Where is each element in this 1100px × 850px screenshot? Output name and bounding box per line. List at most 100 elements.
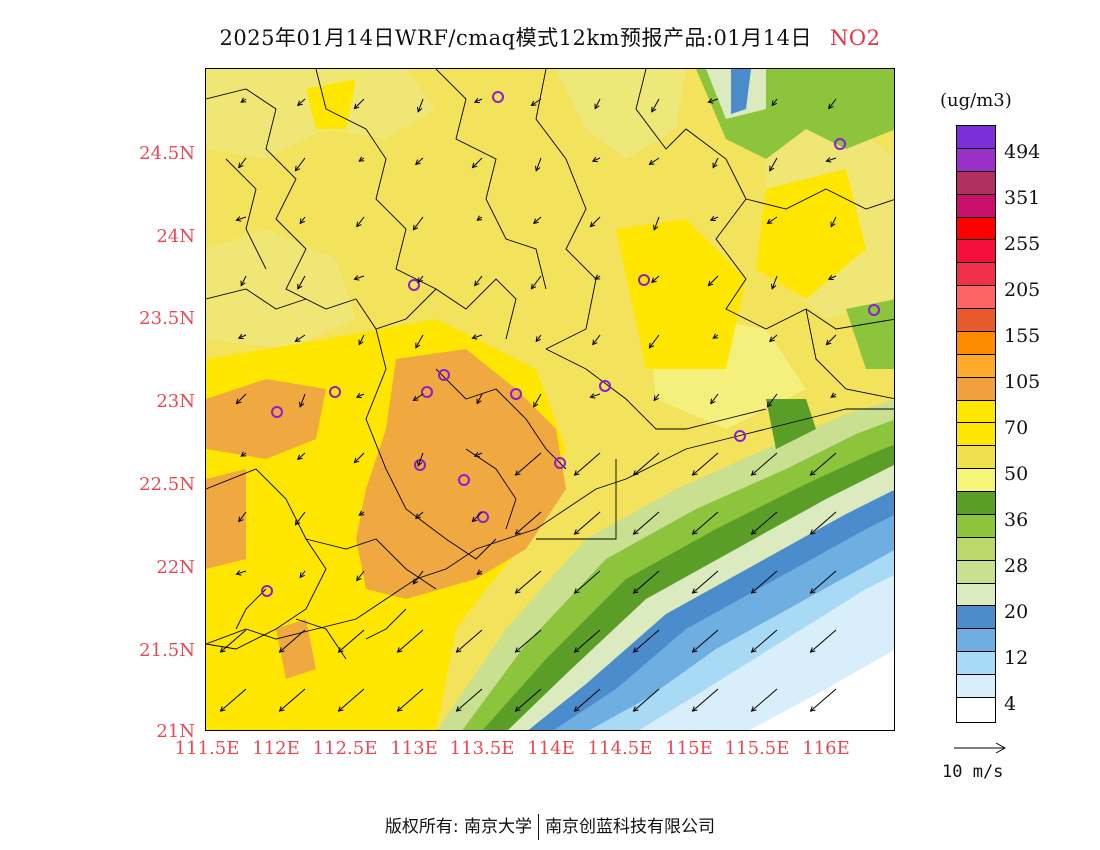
field-105-155 — [276, 619, 316, 679]
legend-label: 205 — [1004, 279, 1041, 301]
legend-label: 105 — [1004, 371, 1041, 393]
station-marker — [261, 585, 273, 597]
wind-vector-head — [240, 97, 247, 103]
wind-vector-head — [825, 157, 832, 163]
wind-vector-head — [415, 159, 421, 166]
wind-vector — [417, 452, 424, 466]
wind-vector-head — [691, 706, 698, 712]
legend-swatch — [957, 309, 995, 332]
lat-tick-label: 23.5N — [139, 308, 195, 329]
station-marker — [510, 388, 522, 400]
map-panel — [205, 68, 895, 731]
wind-vector-head — [710, 398, 716, 405]
wind-vector-head — [594, 274, 601, 280]
wind-vector — [397, 629, 424, 653]
wind-vector — [574, 629, 601, 653]
wind-vector-head — [691, 470, 698, 476]
wind-vector-head — [471, 334, 478, 340]
legend-swatch — [957, 126, 995, 149]
wind-vector-head — [278, 706, 285, 712]
wind-vector-head — [573, 588, 580, 594]
wind-vector-head — [809, 647, 816, 653]
wind-vector — [338, 688, 365, 712]
wind-vector-head — [294, 165, 301, 172]
wind-vector — [692, 688, 719, 712]
legend-swatch — [957, 377, 995, 401]
wind-vector — [220, 688, 247, 712]
legend-label: 494 — [1004, 141, 1041, 163]
wind-vector-head — [235, 570, 242, 576]
wind-vector — [574, 570, 601, 594]
legend-swatch — [957, 697, 995, 721]
wind-vector-head — [691, 529, 698, 535]
footer-separator — [538, 814, 540, 840]
wind-vector — [412, 216, 424, 231]
wind-vector-head — [476, 569, 483, 575]
admin-boundaries — [206, 69, 894, 660]
wind-vector-head — [471, 516, 478, 523]
wind-vector-head — [632, 647, 639, 653]
lon-tick-label: 112.5E — [312, 738, 378, 759]
legend-label: 4 — [1004, 693, 1017, 715]
station-marker — [329, 386, 341, 398]
legend-label: 20 — [1004, 601, 1029, 623]
wind-vector — [472, 157, 483, 168]
footer-credit: 版权所有: 南京大学 南京创蓝科技有限公司 — [0, 812, 1100, 840]
wind-vector-head — [299, 572, 305, 579]
wind-vector — [238, 334, 247, 339]
wind-vector — [412, 570, 424, 585]
station-marker — [868, 304, 880, 316]
legend-swatch — [957, 469, 995, 492]
legend-swatch — [957, 652, 995, 675]
wind-vector — [354, 98, 365, 109]
wind-vector-head — [809, 470, 816, 476]
wind-vector — [751, 629, 778, 653]
wind-vectors — [219, 97, 837, 712]
wind-vector-head — [591, 156, 598, 163]
wind-vector-head — [294, 519, 301, 526]
wind-vector — [649, 157, 660, 165]
wind-vector-head — [514, 647, 521, 653]
wind-vector-head — [353, 457, 360, 464]
wind-vector-head — [235, 398, 242, 405]
field-70-105 — [306, 79, 356, 129]
wind-vector-head — [653, 395, 659, 402]
wind-vector — [633, 688, 660, 712]
wind-vector — [535, 157, 542, 171]
field-36 — [846, 299, 894, 369]
wind-vector-head — [294, 336, 301, 342]
legend-unit: (ug/m3) — [940, 90, 1012, 111]
wind-vector — [692, 570, 719, 594]
legend-swatch — [957, 148, 995, 172]
station-marker — [477, 511, 489, 523]
wind-vector-head — [412, 395, 419, 401]
wind-vector-head — [535, 165, 541, 172]
wind-vector — [769, 157, 778, 172]
wind-vector-head — [240, 451, 247, 457]
lon-tick-label: 116E — [802, 738, 850, 759]
wind-vector — [354, 275, 365, 280]
wind-vector-head — [653, 224, 659, 231]
legend-swatch — [957, 400, 995, 424]
wind-vector-head — [297, 454, 303, 461]
wind-vector — [299, 570, 306, 578]
wind-vector — [769, 334, 778, 342]
wind-vector-head — [648, 342, 655, 349]
wind-vector — [299, 216, 306, 224]
wind-vector — [710, 393, 719, 404]
wind-vector — [751, 452, 778, 476]
wind-vector-head — [417, 277, 423, 284]
wind-vector-head — [533, 218, 539, 225]
wind-vector — [651, 275, 660, 283]
wind-vector — [297, 452, 306, 460]
field-patch — [556, 69, 686, 159]
lon-tick-label: 113.5E — [449, 738, 515, 759]
wind-vector — [653, 216, 660, 230]
lat-tick-label: 22.5N — [139, 474, 195, 495]
wind-vector — [708, 98, 719, 103]
wind-vector-head — [358, 339, 364, 346]
wind-vector-head — [830, 221, 836, 228]
wind-vector-head — [476, 398, 482, 405]
wind-vector — [692, 452, 719, 476]
wind-vector — [295, 511, 306, 526]
